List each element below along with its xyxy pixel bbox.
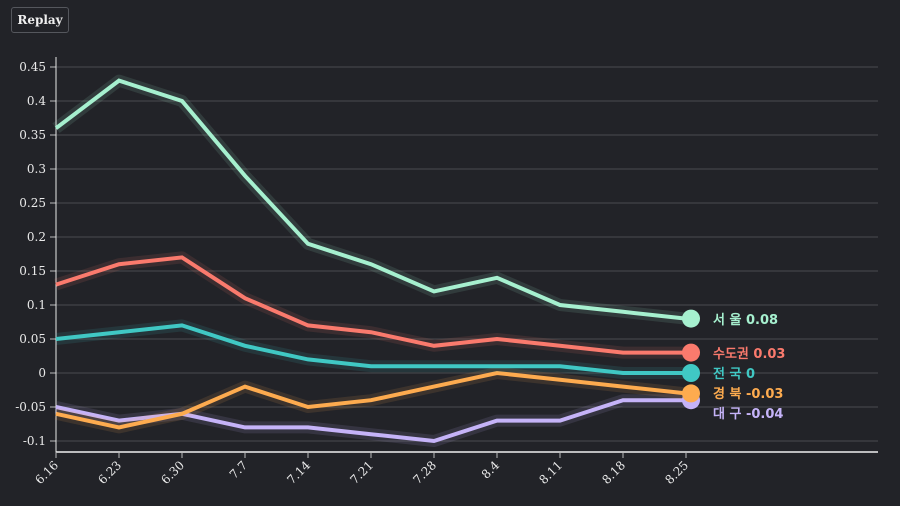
series-glow [52, 74, 687, 325]
series-end-dot [682, 384, 700, 403]
y-tick-label: 0.35 [19, 128, 46, 142]
series-line [55, 323, 686, 375]
x-axis: 6.16 6.23 6.30 7.7 7.14 7.21 7.28 8.4 8.11 8.18 8.… [32, 451, 878, 487]
replay-button[interactable]: Replay [11, 7, 69, 33]
x-tick-label: 7.28 [410, 458, 439, 487]
series-line [55, 255, 686, 355]
y-tick-label: 0.15 [19, 264, 46, 278]
series-label: 전 국 0 [713, 366, 755, 382]
series-label: 경 북 -0.03 [713, 386, 783, 402]
x-tick-label: 8.11 [536, 458, 565, 487]
y-tick-label: 0 [38, 366, 46, 380]
x-tick-label: 8.25 [662, 458, 691, 487]
y-tick-label: 0.3 [27, 162, 46, 176]
series-labels: 서 울 0.08 수도권 0.03 전 국 0 경 북 -0.03 대 구 -0.04 [682, 309, 785, 422]
x-tick-label: 6.16 [32, 458, 61, 487]
gridlines [56, 66, 878, 442]
series-label: 서 울 0.08 [713, 312, 778, 328]
y-tick-label: 0.05 [19, 332, 46, 346]
y-tick-label: 0.4 [27, 94, 46, 108]
y-tick-label: 0.25 [19, 196, 46, 210]
series-label: 수도권 0.03 [713, 347, 785, 362]
series-line [55, 398, 686, 444]
series-line [55, 370, 687, 430]
series-line [54, 78, 687, 321]
y-tick-label: -0.1 [23, 434, 46, 448]
y-tick-label: 0.1 [27, 298, 46, 312]
x-tick-label: 7.14 [284, 458, 313, 487]
series-label: 대 구 -0.04 [713, 407, 783, 422]
series-end-dot [682, 364, 700, 382]
y-axis: -0.1 -0.05 0 0.05 0.1 0.15 0.2 0.25 0.3 0.35 0.4 0.… [15, 57, 57, 452]
x-tick-label: 7.21 [347, 458, 376, 487]
x-tick-label: 7.7 [227, 458, 250, 481]
y-tick-label: 0.2 [27, 230, 46, 244]
series-lines [52, 74, 687, 447]
y-tick-label: 0.45 [19, 60, 46, 74]
x-tick-label: 6.30 [158, 458, 187, 487]
x-tick-label: 8.18 [599, 458, 628, 487]
y-tick-label: -0.05 [15, 400, 46, 414]
x-tick-label: 8.4 [479, 458, 503, 482]
x-tick-label: 6.23 [95, 458, 124, 487]
series-end-dot [682, 343, 700, 362]
series-end-dot [682, 309, 700, 328]
